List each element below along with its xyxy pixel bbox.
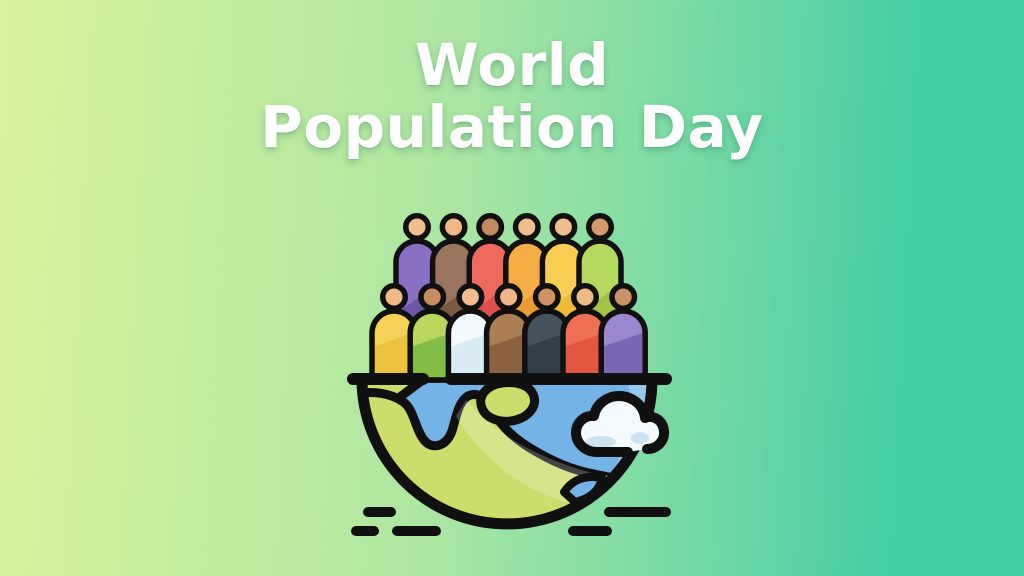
person-head — [439, 213, 468, 241]
person-body — [598, 308, 648, 383]
person-head — [456, 283, 485, 311]
globe-island — [476, 379, 539, 426]
person-head — [586, 213, 614, 241]
cloud-shade-2 — [631, 432, 649, 444]
platform-bar-right — [445, 373, 672, 385]
person-head — [571, 283, 599, 311]
cloud-icon — [571, 391, 670, 457]
ground-dashes — [351, 507, 671, 536]
person-icon — [522, 283, 572, 383]
person-head — [418, 283, 447, 311]
person-head — [549, 213, 578, 241]
person-head — [609, 283, 638, 311]
people-crowd-icon — [369, 213, 648, 383]
cloud-outline — [571, 391, 670, 457]
poster-title: World Population Day — [0, 34, 1024, 158]
person-head — [403, 213, 431, 241]
person-icon — [598, 283, 648, 383]
person-head — [494, 283, 523, 311]
person-icon — [369, 283, 419, 383]
title-line-2: Population Day — [260, 93, 764, 161]
platform-bar-left — [347, 373, 429, 385]
person-head — [512, 213, 541, 241]
cloud-shade-1 — [586, 436, 616, 448]
title-line-1: World — [414, 31, 610, 99]
person-head — [476, 213, 505, 241]
platform-bar — [347, 373, 672, 385]
crowd-globe-illustration — [347, 213, 672, 536]
person-head — [532, 283, 561, 311]
person-icon — [483, 283, 534, 383]
person-head — [380, 283, 408, 311]
